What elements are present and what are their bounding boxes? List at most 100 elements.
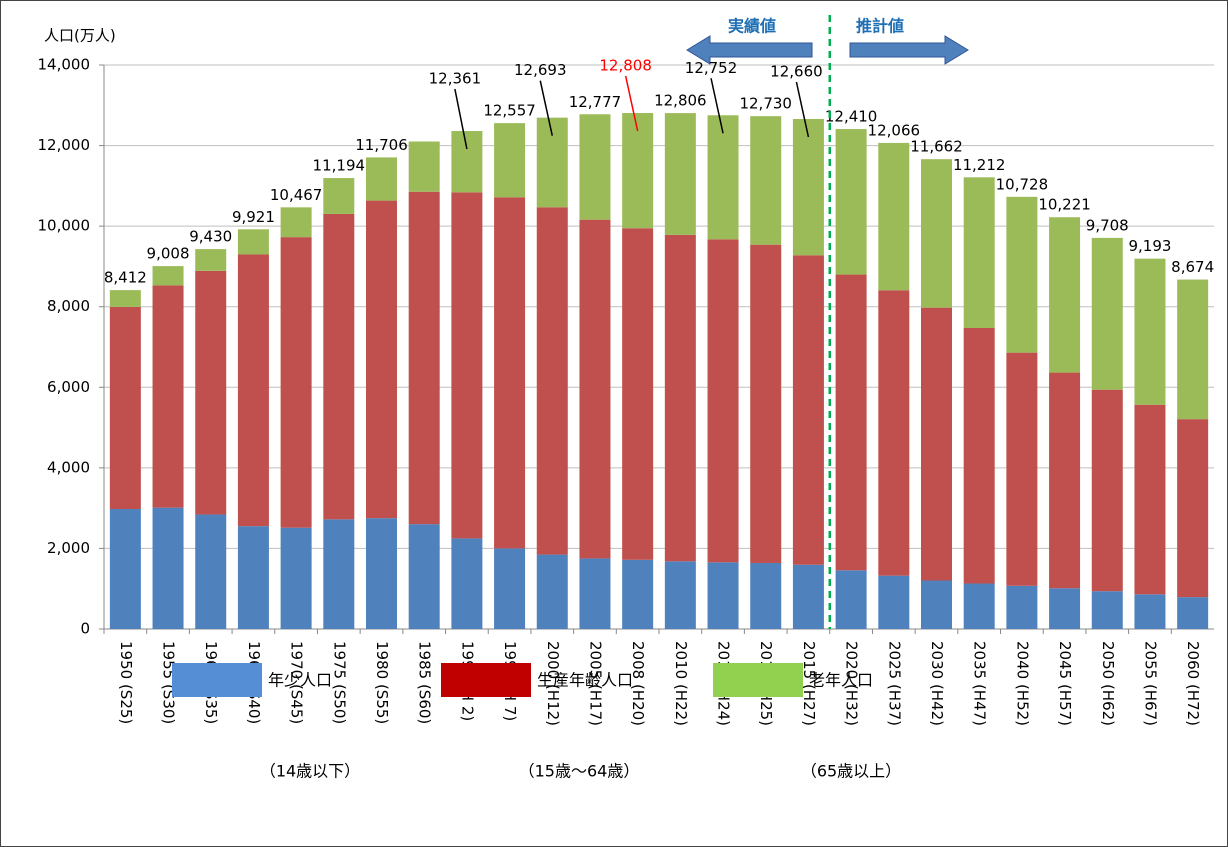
y-tick-label: 0 (80, 620, 90, 638)
total-label: 8,674 (1171, 258, 1214, 276)
leader-line (454, 88, 468, 150)
bar-segment (921, 159, 952, 308)
bar-segment (1134, 404, 1166, 595)
bar-segment (195, 270, 227, 515)
bar-segment (408, 524, 440, 629)
bar-segment (792, 118, 824, 256)
bar-segment (536, 117, 568, 208)
bar-segment (323, 213, 355, 520)
x-tick-label: 2040 (H52) (1013, 641, 1031, 726)
bar-segment (750, 116, 782, 245)
bar-segment (664, 561, 696, 629)
bar-segment (451, 192, 483, 539)
bar-segment (792, 255, 824, 565)
bar-segment (1091, 389, 1123, 592)
total-label: 9,008 (147, 245, 190, 263)
total-label: 10,728 (996, 175, 1049, 193)
bar-segment (835, 274, 867, 571)
x-tick-label: 2015 (H27) (800, 641, 818, 726)
x-tick-label: 2030 (H42) (928, 641, 946, 726)
legend-note: （15歳〜64歳） (519, 762, 640, 781)
bar-segment (963, 177, 995, 328)
legend-note: （14歳以下） (260, 762, 360, 781)
bar-segment (109, 290, 141, 307)
bar-segment (152, 507, 184, 629)
y-axis-label: 人口(万人) (44, 27, 116, 45)
bar-segment (1006, 585, 1038, 629)
bar-segment (1134, 258, 1166, 405)
bar-segment (963, 583, 995, 629)
legend-swatch (172, 663, 262, 697)
bar-segment (1049, 372, 1081, 589)
bar-segment (366, 518, 397, 629)
bar-segment (323, 178, 355, 214)
bar-segment (878, 575, 910, 629)
bar-segment (835, 570, 867, 629)
legend-label: 生産年齢人口 (537, 671, 633, 690)
bar-segment (921, 580, 952, 629)
bar-segment (1049, 217, 1081, 373)
total-label: 9,708 (1086, 216, 1129, 234)
bar-segment (1177, 419, 1209, 598)
bar-segment (622, 228, 654, 560)
bar-segment (707, 115, 739, 240)
total-label: 10,221 (1038, 196, 1091, 214)
legend-label: 年少人口 (268, 671, 332, 690)
y-tick-label: 4,000 (47, 458, 90, 476)
legend-swatch (713, 663, 803, 697)
total-label: 12,410 (825, 108, 878, 126)
bar-segment (1006, 196, 1038, 353)
total-label: 11,212 (953, 156, 1006, 174)
leader-line (539, 80, 554, 136)
bar-segment (1091, 237, 1123, 390)
bar-segment (1134, 594, 1166, 629)
bar-segment (366, 200, 397, 519)
bar-segment (750, 244, 782, 563)
total-label: 12,808 (599, 57, 652, 75)
x-tick-label: 1985 (S60) (416, 641, 434, 724)
bar-segment (707, 239, 739, 563)
x-tick-label: 2025 (H37) (885, 641, 903, 726)
legend-swatch (441, 663, 531, 697)
bar-segment (1177, 279, 1209, 420)
bar-segment (494, 548, 526, 629)
bar-segment (408, 191, 440, 525)
total-label: 12,361 (429, 70, 482, 88)
bar-segment (408, 141, 440, 192)
x-tick-label: 2060 (H72) (1184, 641, 1202, 726)
bar-segment (921, 307, 952, 581)
total-label: 12,730 (739, 95, 792, 113)
bar-segment (750, 562, 782, 629)
bar-segment (536, 554, 568, 629)
bar-segment (109, 508, 141, 629)
y-tick-label: 12,000 (38, 136, 91, 154)
leader-line (795, 81, 810, 138)
total-label: 11,194 (313, 157, 366, 175)
bar-segment (1177, 597, 1209, 629)
x-tick-label: 2035 (H47) (971, 641, 989, 726)
y-tick-label: 8,000 (47, 297, 90, 315)
bar-segment (494, 123, 526, 198)
bar-segment (109, 306, 141, 509)
bar-segment (835, 129, 867, 275)
x-tick-label: 2000 (H12) (544, 641, 562, 726)
bar-segment (152, 266, 184, 286)
bar-segment (195, 249, 227, 271)
bar-segment (622, 113, 654, 229)
total-label: 8,412 (104, 269, 147, 287)
x-tick-label: 1975 (S50) (330, 641, 348, 724)
bar-segment (622, 559, 654, 629)
x-tick-label: 1970 (S45) (288, 641, 306, 724)
bar-segment (664, 234, 696, 562)
x-tick-label: 1955 (S30) (160, 641, 178, 724)
bar-segment (280, 237, 312, 528)
bar-segment (579, 114, 611, 220)
bar-segment (280, 527, 312, 629)
bar-segment (323, 519, 355, 629)
bar-segment (963, 327, 995, 584)
x-tick-label: 1980 (S55) (373, 641, 391, 724)
total-label: 11,706 (355, 136, 408, 154)
bar-segment (664, 113, 696, 235)
total-label: 12,660 (770, 62, 823, 80)
